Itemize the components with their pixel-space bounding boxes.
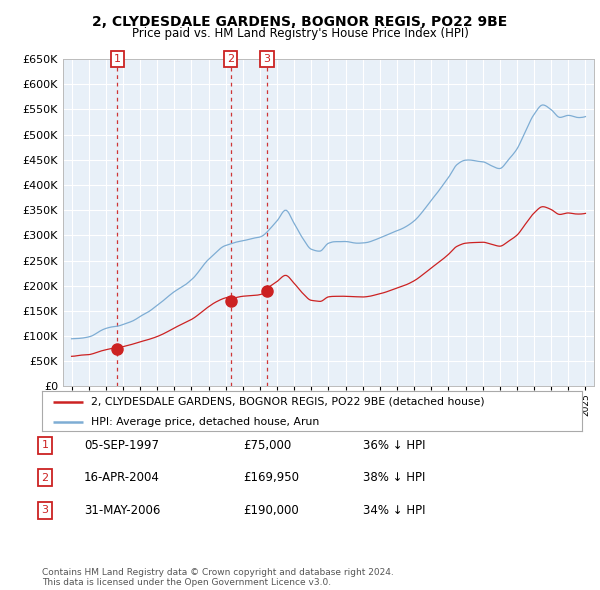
Text: 34% ↓ HPI: 34% ↓ HPI <box>363 504 425 517</box>
Text: £169,950: £169,950 <box>243 471 299 484</box>
Text: 3: 3 <box>263 54 271 64</box>
Text: Price paid vs. HM Land Registry's House Price Index (HPI): Price paid vs. HM Land Registry's House … <box>131 27 469 40</box>
Text: HPI: Average price, detached house, Arun: HPI: Average price, detached house, Arun <box>91 417 319 427</box>
Text: 31-MAY-2006: 31-MAY-2006 <box>84 504 160 517</box>
Text: 38% ↓ HPI: 38% ↓ HPI <box>363 471 425 484</box>
Text: 2, CLYDESDALE GARDENS, BOGNOR REGIS, PO22 9BE: 2, CLYDESDALE GARDENS, BOGNOR REGIS, PO2… <box>92 15 508 29</box>
Text: 3: 3 <box>41 506 49 515</box>
Text: 1: 1 <box>114 54 121 64</box>
Text: 36% ↓ HPI: 36% ↓ HPI <box>363 439 425 452</box>
Text: Contains HM Land Registry data © Crown copyright and database right 2024.
This d: Contains HM Land Registry data © Crown c… <box>42 568 394 587</box>
Text: 2: 2 <box>227 54 234 64</box>
Text: £75,000: £75,000 <box>243 439 291 452</box>
Text: 1: 1 <box>41 441 49 450</box>
Text: £190,000: £190,000 <box>243 504 299 517</box>
Text: 2: 2 <box>41 473 49 483</box>
Text: 05-SEP-1997: 05-SEP-1997 <box>84 439 159 452</box>
Text: 16-APR-2004: 16-APR-2004 <box>84 471 160 484</box>
Text: 2, CLYDESDALE GARDENS, BOGNOR REGIS, PO22 9BE (detached house): 2, CLYDESDALE GARDENS, BOGNOR REGIS, PO2… <box>91 397 484 407</box>
